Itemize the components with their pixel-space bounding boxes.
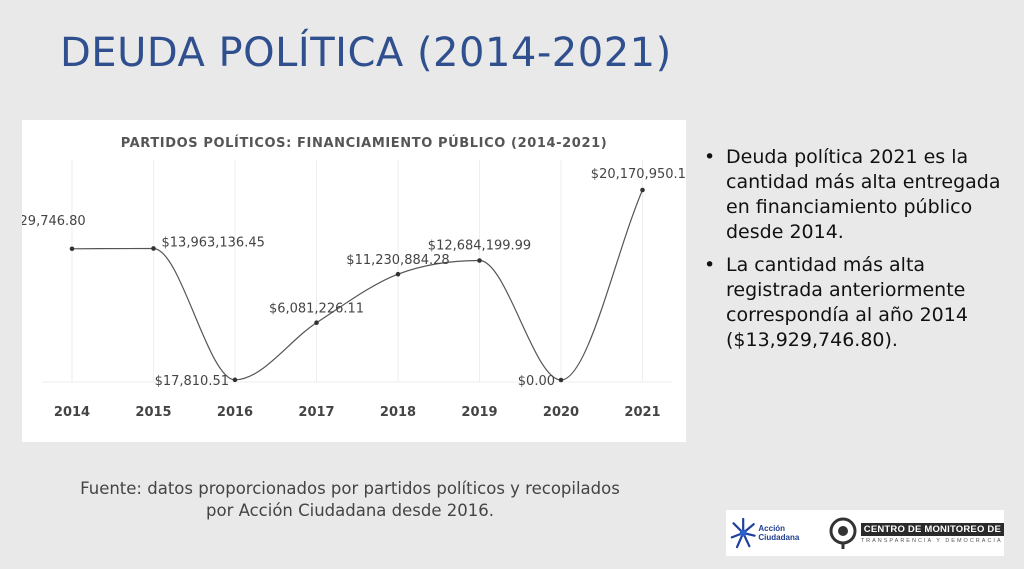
accion-ciudadana-logo: Acción Ciudadana <box>730 514 820 552</box>
chart-title: PARTIDOS POLÍTICOS: FINANCIAMIENTO PÚBLI… <box>121 135 608 151</box>
data-point <box>69 246 75 252</box>
data-point <box>151 246 156 251</box>
centro-monitoreo-subtitle: TRANSPARENCIA Y DEMOCRACIA <box>860 537 1003 544</box>
data-label: $12,684,199.99 <box>428 239 531 254</box>
x-tick-label: 2019 <box>461 405 497 420</box>
data-point <box>232 377 238 383</box>
data-label: $13,963,136.45 <box>162 235 265 250</box>
x-tick-label: 2015 <box>135 405 171 420</box>
x-tick-label: 2017 <box>298 405 334 420</box>
data-label: $13,929,746.80 <box>22 214 86 229</box>
data-point <box>477 258 482 263</box>
series-line <box>71 189 644 381</box>
data-label: $11,230,884.28 <box>346 253 449 268</box>
bullet-item: • Deuda política 2021 es la cantidad más … <box>704 146 1001 243</box>
bullet-item: • La cantidad más alta registrada anterio… <box>704 254 968 351</box>
x-tick-label: 2014 <box>54 405 90 420</box>
x-tick-label: 2021 <box>624 405 660 420</box>
data-label: $20,170,950.16 <box>591 167 686 182</box>
slide-title: DEUDA POLÍTICA (2014-2021) <box>60 30 672 76</box>
source-note: Fuente: datos proporcionados por partido… <box>80 479 620 520</box>
data-label: $6,081,226.11 <box>269 302 364 317</box>
data-point <box>314 320 319 326</box>
chart-card: PARTIDOS POLÍTICOS: FINANCIAMIENTO PÚBLI… <box>22 120 686 442</box>
bullet-list: • Deuda política 2021 es la cantidad más … <box>700 145 1010 361</box>
data-point <box>395 271 401 277</box>
line-chart: PARTIDOS POLÍTICOS: FINANCIAMIENTO PÚBLI… <box>22 135 686 420</box>
centro-monitoreo-title: CENTRO DE MONITOREO DE <box>860 522 1004 536</box>
data-point <box>558 377 564 383</box>
centro-monitoreo-logo: CENTRO DE MONITOREO DE TRANSPARENCIA Y D… <box>828 516 1004 550</box>
accion-ciudadana-icon <box>730 517 756 549</box>
accion-ciudadana-name: Acción Ciudadana <box>758 524 800 542</box>
data-label: $0.00 <box>518 374 555 389</box>
data-label: $17,810.51 <box>155 374 229 389</box>
centro-monitoreo-icon <box>829 517 857 549</box>
x-tick-label: 2016 <box>217 405 253 420</box>
x-tick-label: 2018 <box>380 405 416 420</box>
logo-strip: Acción Ciudadana CENTRO DE MONITOREO DE … <box>726 510 1004 556</box>
data-point <box>640 187 645 193</box>
x-tick-label: 2020 <box>543 405 579 420</box>
